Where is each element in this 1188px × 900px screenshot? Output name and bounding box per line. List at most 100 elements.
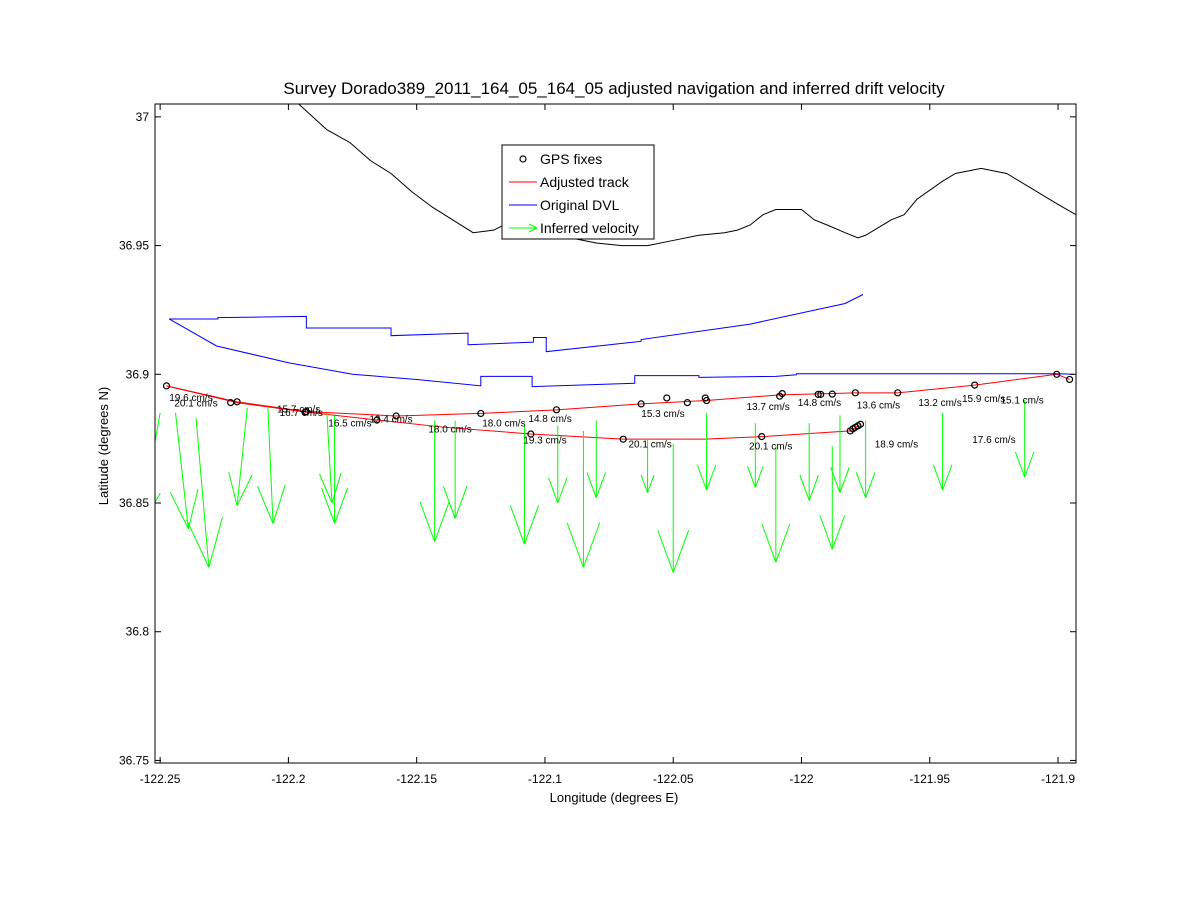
velocity-arrow-16 — [747, 423, 764, 488]
gps-fix-marker — [758, 432, 766, 441]
velocity-arrow-5 — [319, 412, 342, 504]
gps-fix-marker — [856, 420, 865, 428]
legend: GPS fixes Adjusted track Original DVL Infer… — [501, 144, 655, 240]
adjusted-track-line-1 — [166, 373, 1070, 417]
velocity-label: 19.6 cm/s — [169, 393, 212, 404]
velocity-arrow-10 — [548, 425, 568, 504]
gps-fix-marker — [637, 400, 645, 408]
velocity-arrow-head-0 — [754, 466, 764, 488]
gps-fix-marker — [701, 394, 709, 402]
y-axis: 36.75 36.8 36.85 36.9 36.95 37 — [119, 110, 1076, 767]
velocity-label: 18.0 cm/s — [428, 424, 471, 435]
y-tick-label: 36.9 — [126, 367, 150, 381]
velocity-arrow-head-1 — [228, 472, 238, 506]
x-axis: -122.25 -122.2 -122.15 -122.1 -122.05 -122 -12… — [140, 104, 1075, 786]
velocity-arrow-14 — [657, 443, 690, 573]
legend-label: GPS fixes — [540, 151, 602, 167]
gps-fix-marker — [302, 408, 310, 416]
velocity-arrow-shaft — [326, 412, 333, 504]
velocity-label: 15.9 cm/s — [962, 394, 1005, 405]
velocity-arrow-shaft — [195, 418, 210, 568]
velocity-arrow-3 — [228, 407, 253, 506]
velocity-arrow-head-1 — [855, 472, 867, 499]
chart-title: Survey Dorado389_2011_164_05_164_05 adju… — [283, 79, 945, 98]
velocity-arrow-6 — [321, 415, 349, 524]
velocity-arrow-head-1 — [1014, 451, 1026, 478]
velocity-arrow-head-0 — [839, 467, 850, 493]
velocity-label: 13.4 cm/s — [369, 415, 412, 426]
gps-fix-marker — [683, 399, 691, 407]
velocity-label: 14.8 cm/s — [528, 414, 571, 425]
velocity-label: 13.7 cm/s — [746, 402, 789, 413]
velocity-arrow-head-1 — [419, 501, 436, 542]
gps-fix-marker — [828, 390, 836, 398]
velocity-arrow-head-0 — [672, 530, 690, 573]
velocity-arrow-head-0 — [831, 515, 846, 550]
velocity-arrow-head-0 — [808, 474, 819, 501]
velocity-arrow-9 — [509, 425, 540, 545]
velocity-arrow-head-1 — [586, 472, 597, 499]
velocity-label: 14.8 cm/s — [798, 398, 841, 409]
velocity-label: 20.1 cm/s — [174, 398, 217, 409]
adjusted-track-line-2 — [166, 385, 861, 440]
velocity-arrow-1 — [169, 412, 199, 529]
x-tick-label: -122.15 — [396, 772, 437, 786]
velocity-arrow-head-1 — [696, 464, 708, 491]
velocity-arrow-13 — [640, 438, 655, 493]
velocity-arrow-22 — [932, 412, 953, 491]
x-tick-label: -122.25 — [140, 772, 181, 786]
velocity-arrow-head-1 — [509, 505, 525, 545]
gps-fix-marker — [527, 430, 535, 438]
gps-fix-marker — [392, 412, 400, 420]
velocity-arrow-head-0 — [236, 474, 253, 506]
velocity-arrow-head-0 — [1024, 451, 1035, 478]
gps-fix-marker — [817, 390, 825, 398]
gps-fix-marker — [233, 398, 241, 406]
velocity-arrow-head-1 — [548, 477, 559, 504]
velocity-arrow-8 — [442, 420, 468, 519]
gps-fix-marker — [1065, 375, 1074, 384]
velocity-label: 20.1 cm/s — [749, 442, 792, 453]
velocity-label: 18.9 cm/s — [875, 439, 918, 450]
velocity-arrow-head-1 — [761, 523, 777, 563]
velocity-arrow-head-0 — [208, 516, 224, 568]
velocity-label: 18.0 cm/s — [482, 419, 525, 430]
velocity-arrow-head-0 — [582, 522, 601, 568]
velocity-arrow-head-0 — [942, 464, 953, 491]
velocity-arrow-23 — [1014, 400, 1035, 478]
velocity-label: 13.6 cm/s — [857, 400, 900, 411]
velocity-arrow-head-1 — [319, 473, 333, 504]
velocity-arrow-head-1 — [321, 487, 336, 524]
velocity-arrow-0 — [155, 412, 161, 504]
velocity-arrow-21 — [855, 420, 876, 499]
velocity-arrow-shaft — [175, 412, 189, 529]
velocity-arrow-7 — [419, 420, 450, 542]
original-dvl-line-3 — [169, 294, 864, 353]
gps-fix-marker — [851, 389, 859, 397]
velocity-arrow-11 — [566, 430, 601, 568]
velocity-arrow-head-0 — [155, 492, 161, 504]
x-tick-label: -122.2 — [271, 772, 305, 786]
gps-fix-marker — [814, 390, 822, 398]
legend-arrow-head — [528, 223, 538, 229]
velocity-arrow-head-1 — [442, 486, 456, 519]
velocity-arrow-head-1 — [747, 466, 756, 488]
x-axis-label: Longitude (degrees E) — [550, 790, 679, 805]
axes-box — [154, 103, 1077, 764]
velocity-arrow-12 — [586, 420, 606, 499]
legend-label: Inferred velocity — [540, 220, 639, 236]
y-tick-label: 36.8 — [126, 625, 150, 639]
y-tick-label: 36.75 — [119, 753, 149, 767]
velocity-arrow-head-0 — [523, 505, 540, 545]
original-dvl-line-4 — [168, 318, 1074, 388]
velocity-arrow-head-1 — [819, 515, 833, 550]
velocity-arrow-head-0 — [434, 501, 450, 542]
velocity-label: 16.7 cm/s — [280, 408, 323, 419]
x-tick-label: -121.9 — [1041, 772, 1075, 786]
velocity-arrow-head-0 — [706, 464, 717, 491]
velocity-arrow-head-0 — [865, 472, 876, 499]
velocity-arrow-4 — [256, 407, 286, 524]
velocity-arrow-head-0 — [331, 472, 342, 504]
plot-area: 19.6 cm/s20.1 cm/s15.7 cm/s16.7 cm/s16.5… — [155, 104, 1076, 573]
legend-label: Original DVL — [540, 197, 620, 213]
